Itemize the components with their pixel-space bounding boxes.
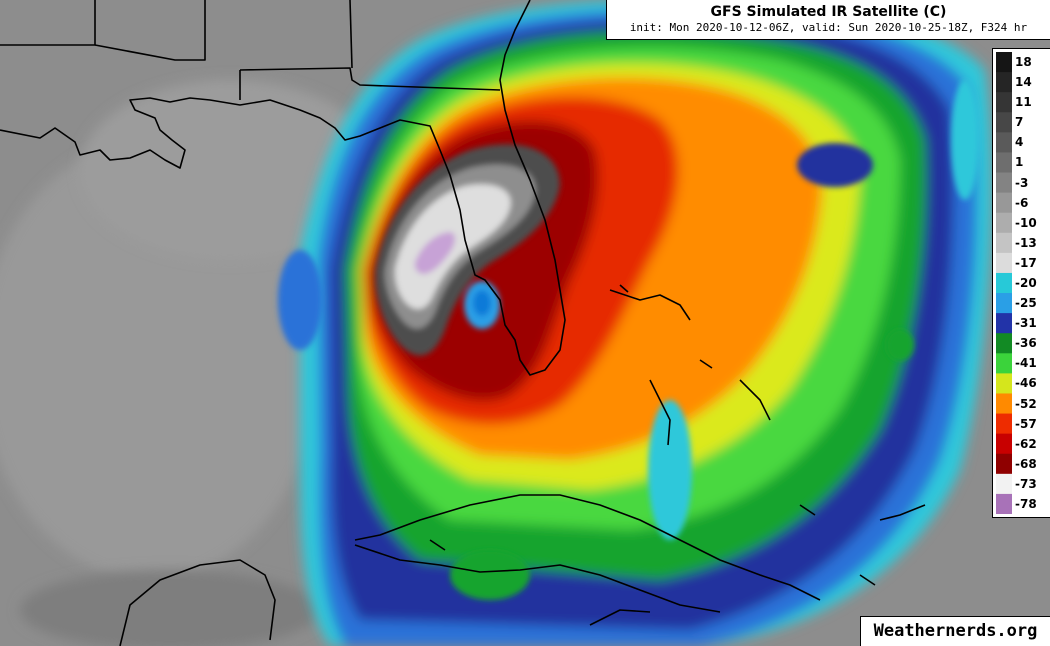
legend-label: -57 bbox=[1015, 416, 1037, 431]
legend-label: 11 bbox=[1015, 95, 1032, 110]
legend-label: -10 bbox=[1015, 215, 1037, 230]
legend-swatch bbox=[996, 353, 1012, 374]
legend-colorbar bbox=[996, 52, 1012, 514]
legend-swatch bbox=[996, 293, 1012, 314]
legend-swatch bbox=[996, 192, 1012, 214]
legend-swatch bbox=[996, 333, 1012, 354]
legend-label: -25 bbox=[1015, 296, 1037, 311]
legend-label: 14 bbox=[1015, 75, 1032, 90]
map-subtitle: init: Mon 2020-10-12-06Z, valid: Sun 202… bbox=[629, 21, 1028, 34]
legend-swatch bbox=[996, 313, 1012, 334]
legend-label: 1 bbox=[1015, 155, 1024, 170]
legend-swatch bbox=[996, 112, 1012, 133]
legend-label: 7 bbox=[1015, 115, 1024, 130]
legend-swatch bbox=[996, 493, 1012, 514]
legend-swatch bbox=[996, 413, 1012, 435]
legend-swatch bbox=[996, 393, 1012, 415]
title-box: GFS Simulated IR Satellite (C) init: Mon… bbox=[606, 0, 1050, 40]
legend-swatch bbox=[996, 172, 1012, 194]
legend-label: -36 bbox=[1015, 336, 1037, 351]
legend-label: -41 bbox=[1015, 356, 1037, 371]
legend-label: -68 bbox=[1015, 456, 1037, 471]
coastline-outlines bbox=[0, 0, 926, 646]
legend-label: -46 bbox=[1015, 376, 1037, 391]
legend-label: -6 bbox=[1015, 195, 1029, 210]
legend-label: 4 bbox=[1015, 135, 1024, 150]
legend-swatch bbox=[996, 132, 1012, 153]
color-legend: 18 14 11 7 4 1 -3 -6 -10 -13 -17 -20 -25 -31 -36 -41 -46… bbox=[992, 48, 1050, 518]
legend-swatch bbox=[996, 92, 1012, 113]
legend-label: -78 bbox=[1015, 496, 1037, 511]
legend-label: -3 bbox=[1015, 175, 1029, 190]
legend-label: -31 bbox=[1015, 316, 1037, 331]
legend-swatch bbox=[996, 72, 1012, 93]
legend-labels: 18 14 11 7 4 1 -3 -6 -10 -13 -17 -20 -25 -31 -36 -41 -46… bbox=[1015, 52, 1049, 514]
legend-swatch bbox=[996, 473, 1012, 495]
legend-swatch bbox=[996, 52, 1012, 73]
legend-label: -73 bbox=[1015, 476, 1037, 491]
legend-swatch bbox=[996, 453, 1012, 475]
legend-swatch bbox=[996, 232, 1012, 254]
legend-label: -17 bbox=[1015, 255, 1037, 270]
legend-swatch bbox=[996, 433, 1012, 455]
legend-label: -62 bbox=[1015, 436, 1037, 451]
credit-watermark: Weathernerds.org bbox=[860, 616, 1050, 646]
legend-swatch bbox=[996, 152, 1012, 174]
legend-label: -20 bbox=[1015, 276, 1037, 290]
map-title: GFS Simulated IR Satellite (C) bbox=[710, 4, 947, 20]
legend-label: 18 bbox=[1015, 55, 1032, 70]
legend-swatch bbox=[996, 212, 1012, 234]
legend-label: -13 bbox=[1015, 235, 1037, 250]
legend-label: -52 bbox=[1015, 396, 1037, 411]
legend-swatch bbox=[996, 373, 1012, 394]
legend-swatch bbox=[996, 272, 1012, 294]
legend-swatch bbox=[996, 252, 1012, 274]
